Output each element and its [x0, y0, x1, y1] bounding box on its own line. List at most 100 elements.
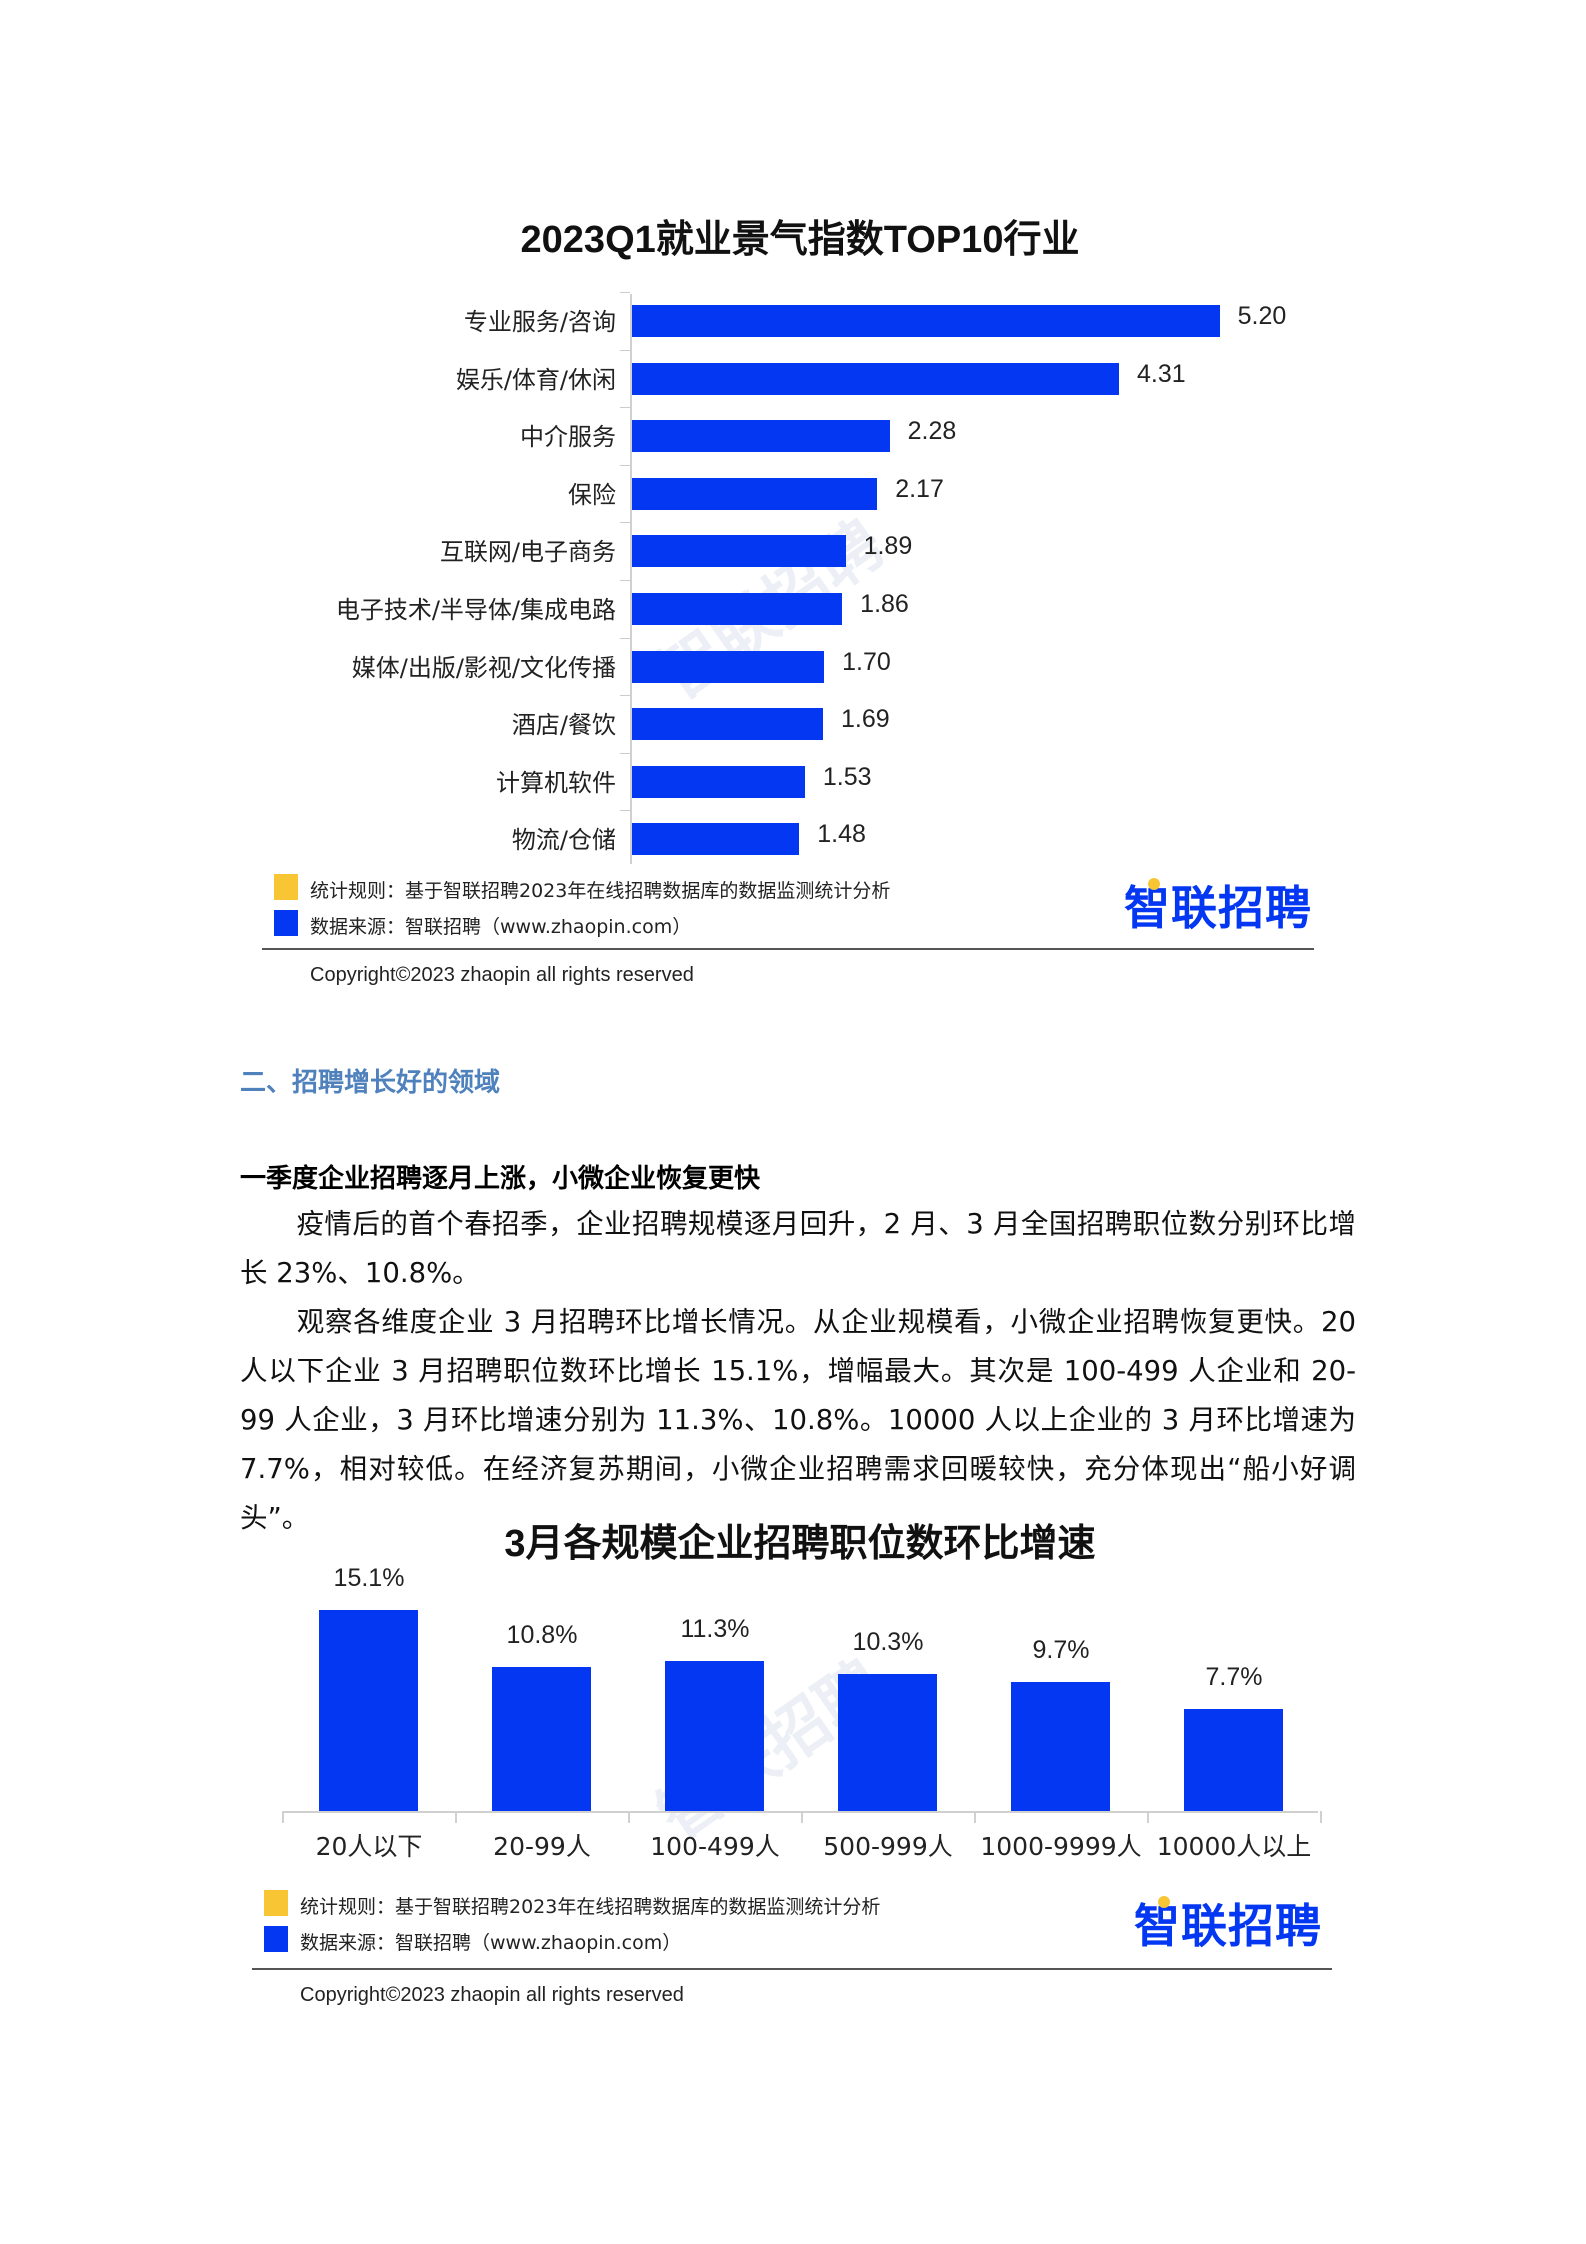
chart1-value-label: 1.53 — [822, 762, 872, 791]
chart1-category-label: 媒体/出版/影视/文化传播 — [351, 653, 616, 682]
chart1-value-label: 5.20 — [1237, 302, 1287, 330]
chart1-bar — [632, 593, 843, 625]
chart1-y-axis — [630, 294, 632, 864]
chart1-category-label: 专业服务/咨询 — [463, 308, 616, 336]
chart1-value-label: 1.48 — [817, 820, 866, 849]
chart2-axis-tick — [1147, 1811, 1149, 1823]
chart2-axis-tick — [282, 1811, 284, 1823]
chart2-bar — [665, 1660, 764, 1811]
chart1-axis-tick — [620, 580, 630, 581]
chart1-category-label: 互联网/电子商务 — [439, 538, 616, 567]
chart1-bar — [632, 823, 800, 856]
chart1-category-label: 娱乐/体育/休闲 — [455, 365, 616, 394]
chart2-axis-tick — [1320, 1811, 1322, 1823]
chart1-axis-tick — [620, 407, 630, 409]
chart1-axis-tick — [620, 752, 630, 754]
chart1-value-label: 1.89 — [863, 532, 913, 561]
chart1-bar — [632, 420, 890, 453]
chart2-category-label: 100-499人 — [650, 1832, 780, 1861]
chart1-axis-tick — [620, 695, 630, 697]
chart1-value-label: 2.28 — [907, 417, 957, 446]
chart1-title: 2023Q1就业景气指数TOP10行业 — [520, 219, 1080, 261]
zhaopin-logo-2: 智联招聘 — [1134, 1890, 1322, 1956]
paragraph-1-text: 疫情后的首个春招季，企业招聘规模逐月回升，2 月、3 月全国招聘职位数分别环比增… — [240, 1208, 1356, 1289]
chart1-bar — [632, 765, 805, 798]
chart1-bar — [632, 535, 846, 568]
chart1-bar — [632, 477, 878, 510]
logo-dot-icon — [1148, 878, 1160, 890]
legend-source-swatch — [274, 910, 298, 936]
chart2-bar — [492, 1667, 591, 1811]
legend-rule-swatch — [274, 874, 298, 900]
chart1-bar-row: 娱乐/体育/休闲 4.31 — [0, 349, 1400, 407]
chart2-title: 3月各规模企业招聘职位数环比增速 — [504, 1523, 1096, 1565]
legend2-rule-swatch — [264, 1890, 288, 1916]
chart1-value-label: 4.31 — [1137, 359, 1186, 388]
chart2-value-label: 10.3% — [852, 1628, 924, 1656]
chart2-category-label: 20-99人 — [493, 1832, 591, 1861]
chart1-category-label: 保险 — [568, 480, 616, 509]
legend-rule-label: 统计规则：基于智联招聘2023年在线招聘数据库的数据监测统计分析 — [310, 880, 891, 902]
chart2-bar — [1184, 1708, 1283, 1811]
legend-source-label: 数据来源：智联招聘（www.zhaopin.com） — [310, 916, 692, 938]
chart1-bar-row: 酒店/餐饮 1.69 — [0, 695, 1400, 752]
chart1-value-label: 1.69 — [840, 705, 890, 734]
chart1-bar-row: 保险 2.17 — [0, 464, 1400, 522]
chart2-value-label: 7.7% — [1205, 1662, 1263, 1691]
chart2-value-label: 10.8% — [506, 1621, 578, 1650]
chart1-category-label: 酒店/餐饮 — [511, 711, 616, 740]
paragraph-2-text: 观察各维度企业 3 月招聘环比增长情况。从企业规模看，小微企业招聘恢复更快。20… — [240, 1306, 1356, 1534]
chart1-category-label: 电子技术/半导体/集成电路 — [335, 596, 616, 624]
chart2-axis-tick — [801, 1811, 803, 1823]
chart2-copyright: Copyright©2023 zhaopin all rights reserv… — [300, 1984, 684, 2006]
legend2-source-label: 数据来源：智联招聘（www.zhaopin.com） — [300, 1932, 682, 1954]
chart2-category-label: 20人以下 — [315, 1832, 423, 1861]
chart1-bar-row: 物流/仓储 1.48 — [0, 810, 1400, 867]
chart2-category-label: 10000人以上 — [1156, 1832, 1312, 1861]
chart1-bar-row: 计算机软件 1.53 — [0, 752, 1400, 810]
chart1-category-label: 中介服务 — [520, 423, 616, 452]
chart2-bar — [1011, 1681, 1110, 1811]
chart1-axis-tick — [620, 810, 630, 812]
zhaopin-logo: 智联招聘 — [1124, 872, 1312, 938]
chart2-category-label: 500-999人 — [823, 1832, 953, 1861]
logo-text: 智联招聘 — [1124, 881, 1312, 935]
chart2-bar — [319, 1610, 418, 1811]
chart1-bar-row: 互联网/电子商务 1.89 — [0, 522, 1400, 579]
chart2-axis-tick — [455, 1811, 457, 1823]
chart2-category-label: 1000-9999人 — [980, 1832, 1142, 1861]
chart1-footer-rule — [262, 948, 1314, 950]
chart2-bar — [838, 1674, 937, 1811]
legend2-rule-label: 统计规则：基于智联招聘2023年在线招聘数据库的数据监测统计分析 — [300, 1896, 881, 1918]
chart1-category-label: 物流/仓储 — [511, 826, 616, 855]
legend2-source-swatch — [264, 1926, 288, 1952]
chart2-axis-tick — [974, 1811, 976, 1823]
chart1-bar-row: 中介服务 2.28 — [0, 407, 1400, 464]
chart1-value-label: 1.70 — [842, 647, 891, 676]
chart1-axis-tick — [620, 464, 630, 466]
chart1-axis-tick — [620, 349, 630, 351]
chart2-value-label: 15.1% — [333, 1564, 405, 1593]
chart1-value-label: 1.86 — [860, 590, 909, 618]
chart1-bar-row: 媒体/出版/影视/文化传播 1.70 — [0, 637, 1400, 695]
section-subheading: 一季度企业招聘逐月上涨，小微企业恢复更快 — [240, 1164, 761, 1194]
chart1-category-label: 计算机软件 — [496, 768, 616, 797]
chart2-value-label: 9.7% — [1032, 1635, 1090, 1664]
chart1-bar — [632, 305, 1220, 337]
chart1-bar — [632, 708, 823, 741]
paragraph-1: 疫情后的首个春招季，企业招聘规模逐月回升，2 月、3 月全国招聘职位数分别环比增… — [240, 1200, 1356, 1298]
chart2-x-axis — [282, 1811, 1318, 1813]
chart1-bar-row: 专业服务/咨询 5.20 — [0, 292, 1400, 349]
logo-text: 智联招聘 — [1134, 1899, 1322, 1953]
chart2-axis-tick — [628, 1811, 630, 1823]
chart1-axis-tick — [620, 522, 630, 524]
section-heading: 二、招聘增长好的领域 — [240, 1068, 501, 1098]
logo-dot-icon — [1158, 1896, 1170, 1908]
chart2-value-label: 11.3% — [680, 1614, 750, 1643]
chart1-bar — [632, 362, 1120, 395]
chart1-axis-tick — [620, 637, 630, 639]
chart1-bar-row: 电子技术/半导体/集成电路 1.86 — [0, 580, 1400, 637]
paragraph-2: 观察各维度企业 3 月招聘环比增长情况。从企业规模看，小微企业招聘恢复更快。20… — [240, 1298, 1356, 1543]
chart1-copyright: Copyright©2023 zhaopin all rights reserv… — [310, 964, 694, 986]
chart1-bar — [632, 650, 825, 683]
